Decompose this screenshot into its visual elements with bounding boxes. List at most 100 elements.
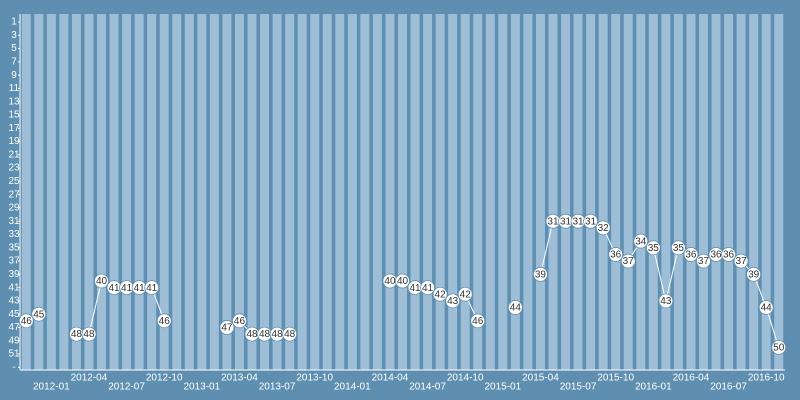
month-band bbox=[385, 14, 395, 370]
month-band bbox=[673, 14, 683, 370]
y-tick-label: 9 bbox=[11, 70, 17, 81]
month-band bbox=[698, 14, 708, 370]
y-tick-label: 49 bbox=[8, 335, 20, 346]
x-tick-label: 2012-07 bbox=[108, 382, 145, 393]
month-band bbox=[736, 14, 746, 370]
month-band bbox=[297, 14, 307, 370]
x-tick-label: 2014-07 bbox=[409, 382, 446, 393]
month-band bbox=[209, 14, 219, 370]
point-marker bbox=[457, 286, 473, 302]
month-band bbox=[234, 14, 244, 370]
point-marker bbox=[658, 293, 674, 309]
month-band bbox=[310, 14, 320, 370]
data-label: 36 bbox=[710, 250, 722, 261]
y-tick-label: 27 bbox=[8, 189, 20, 200]
month-band bbox=[561, 14, 571, 370]
month-band bbox=[184, 14, 194, 370]
point-marker bbox=[633, 233, 649, 249]
month-band bbox=[322, 14, 332, 370]
month-band bbox=[272, 14, 282, 370]
month-band bbox=[510, 14, 520, 370]
data-label: 36 bbox=[723, 250, 735, 261]
month-band bbox=[97, 14, 107, 370]
month-band bbox=[485, 14, 495, 370]
y-tick-label: 19 bbox=[8, 136, 20, 147]
data-label: 41 bbox=[121, 283, 133, 294]
month-band bbox=[548, 14, 558, 370]
data-label: 40 bbox=[96, 276, 108, 287]
point-marker bbox=[282, 326, 298, 342]
month-band bbox=[285, 14, 295, 370]
month-band bbox=[724, 14, 734, 370]
y-tick-label: 17 bbox=[8, 123, 20, 134]
data-label: 31 bbox=[547, 216, 559, 227]
x-tick-label: 2012-01 bbox=[33, 382, 70, 393]
month-band bbox=[84, 14, 94, 370]
data-label: 46 bbox=[21, 316, 33, 327]
y-tick-label: 15 bbox=[8, 110, 20, 121]
x-tick-label: 2016-10 bbox=[748, 373, 785, 384]
x-tick-label: 2014-01 bbox=[334, 382, 371, 393]
point-marker bbox=[507, 300, 523, 315]
month-band bbox=[122, 14, 132, 370]
month-band bbox=[535, 14, 545, 370]
y-tick-label: 51 bbox=[8, 349, 20, 360]
y-tick-label: 7 bbox=[11, 56, 17, 67]
month-band bbox=[473, 14, 483, 370]
data-label: 34 bbox=[635, 236, 647, 247]
y-tick-label: 33 bbox=[8, 229, 20, 240]
y-tick-label: 39 bbox=[8, 269, 20, 280]
point-marker bbox=[395, 273, 410, 289]
month-band bbox=[448, 14, 458, 370]
point-marker bbox=[721, 247, 736, 262]
y-tick-label: 29 bbox=[8, 203, 20, 214]
x-tick-label: 2013-04 bbox=[221, 373, 258, 384]
month-band bbox=[623, 14, 633, 370]
x-tick-label: 2016-07 bbox=[710, 382, 747, 393]
month-band bbox=[347, 14, 357, 370]
x-tick-label: 2014-10 bbox=[447, 373, 484, 384]
month-band bbox=[398, 14, 407, 370]
data-label: 31 bbox=[585, 216, 597, 227]
data-label: 37 bbox=[736, 256, 748, 267]
month-band bbox=[159, 14, 169, 370]
data-label: 44 bbox=[510, 303, 522, 314]
y-tick-label: 23 bbox=[8, 163, 20, 174]
month-band bbox=[774, 14, 784, 370]
y-tick-label: 21 bbox=[8, 149, 20, 160]
data-label: 46 bbox=[159, 316, 171, 327]
x-tick-label: 2015-10 bbox=[597, 373, 634, 384]
data-label: 41 bbox=[108, 283, 120, 294]
month-band bbox=[260, 14, 270, 370]
x-tick-label: 2013-10 bbox=[296, 373, 333, 384]
month-band bbox=[21, 14, 31, 370]
month-band bbox=[222, 14, 232, 370]
data-label: 35 bbox=[648, 243, 660, 254]
data-label: 37 bbox=[623, 256, 635, 267]
month-band bbox=[360, 14, 370, 370]
point-marker bbox=[696, 253, 711, 269]
point-marker bbox=[156, 313, 172, 329]
point-marker bbox=[758, 300, 774, 315]
data-label: 48 bbox=[246, 329, 258, 340]
x-tick-label: 2015-01 bbox=[484, 382, 521, 393]
point-marker bbox=[445, 293, 461, 309]
data-label: 43 bbox=[447, 296, 459, 307]
data-label: 41 bbox=[146, 283, 158, 294]
point-marker bbox=[94, 273, 109, 289]
data-label: 41 bbox=[409, 283, 421, 294]
point-marker bbox=[533, 266, 548, 282]
point-marker bbox=[470, 313, 486, 329]
point-marker bbox=[683, 247, 699, 262]
x-tick-label: 2014-04 bbox=[372, 373, 409, 384]
data-label: 40 bbox=[384, 276, 396, 287]
point-marker bbox=[771, 339, 787, 355]
y-tick-label: 13 bbox=[8, 96, 20, 107]
y-tick-label: 3 bbox=[11, 30, 17, 41]
month-band bbox=[197, 14, 207, 370]
month-band bbox=[46, 14, 56, 370]
point-marker bbox=[746, 266, 762, 282]
data-label: 31 bbox=[573, 216, 585, 227]
y-tick-label: 1 bbox=[11, 17, 17, 28]
